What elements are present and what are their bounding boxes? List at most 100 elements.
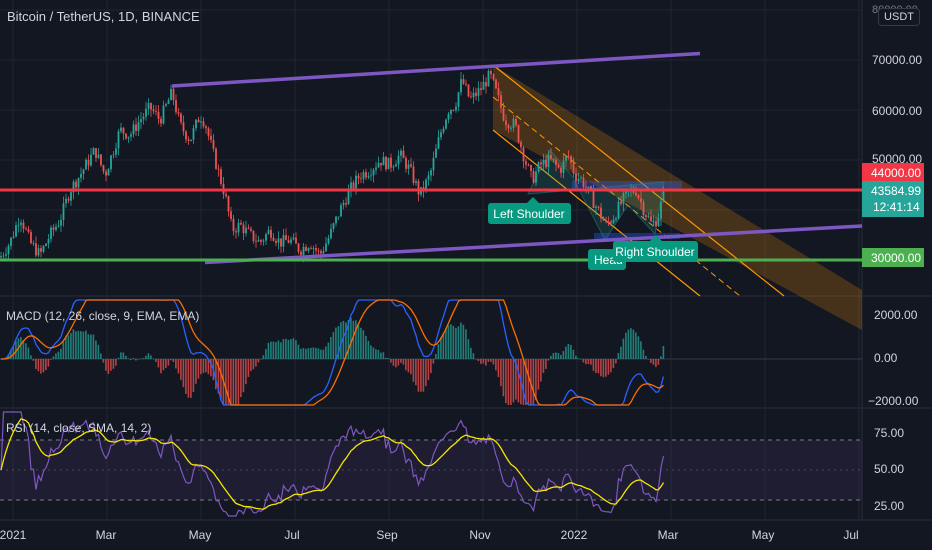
candle-body <box>302 246 305 256</box>
candle-body <box>2 255 5 257</box>
candle-body <box>330 228 332 239</box>
macd-bar <box>342 320 345 359</box>
macd-bar <box>482 359 485 364</box>
candle-body <box>470 96 472 98</box>
candle-body <box>105 171 107 176</box>
macd-bar <box>45 359 47 371</box>
macd-histogram <box>0 317 665 405</box>
candle-body <box>357 175 360 179</box>
macd-bar <box>372 347 375 359</box>
macd-bar <box>252 359 255 370</box>
channel-upper-line[interactable] <box>492 64 785 297</box>
macd-tick: 0.00 <box>874 351 898 365</box>
candle-body <box>640 198 642 203</box>
candle-body <box>127 136 130 139</box>
time-tick: Nov <box>469 528 490 542</box>
candle-body <box>620 201 622 204</box>
macd-bar <box>495 359 497 371</box>
macd-bar <box>75 331 77 359</box>
candle-body <box>377 162 380 168</box>
time-axis: 2021 Mar May Jul Sep Nov 2022 Mar May Ju… <box>0 528 859 542</box>
macd-bar <box>70 333 72 359</box>
symbol-title[interactable]: Bitcoin / TetherUS, 1D, BINANCE <box>7 9 200 24</box>
price-tick: 50000.00 <box>872 152 922 166</box>
candle-body <box>535 171 537 183</box>
macd-bar <box>10 349 12 359</box>
candle-body <box>162 105 165 124</box>
candle-body <box>210 135 212 140</box>
macd-bar <box>462 324 465 359</box>
lower-trendline[interactable] <box>204 224 863 265</box>
candle-body <box>255 240 257 242</box>
macd-bar <box>72 329 75 359</box>
macd-bar <box>50 359 52 360</box>
macd-bar <box>432 359 435 364</box>
candle-body <box>602 218 605 221</box>
macd-bar <box>570 344 572 359</box>
candle-body <box>5 253 7 256</box>
macd-bar <box>652 359 655 365</box>
candle-body <box>225 194 227 197</box>
macd-bar <box>472 353 475 359</box>
macd-bar <box>265 349 267 359</box>
candle-body <box>570 156 572 163</box>
candle-body <box>417 181 420 195</box>
candle-body <box>50 227 52 240</box>
candle-body <box>45 243 47 247</box>
macd-bar <box>650 359 652 363</box>
macd-bar <box>192 359 195 393</box>
macd-bar <box>62 341 65 359</box>
candle-body <box>337 216 340 218</box>
resistance-price-tag: 44000.00 <box>862 163 924 182</box>
macd-bar <box>67 335 70 359</box>
candle-body <box>277 238 280 243</box>
candle-body <box>40 248 42 252</box>
currency-badge[interactable]: USDT <box>878 8 920 26</box>
candle-body <box>550 155 552 159</box>
candle-body <box>532 171 535 183</box>
macd-bar <box>15 340 17 359</box>
candle-body <box>15 225 17 237</box>
candle-body <box>22 222 25 229</box>
macd-bar <box>32 359 35 361</box>
candle-body <box>195 119 197 129</box>
macd-bar <box>512 359 515 403</box>
macd-bar <box>262 355 265 359</box>
label-left-shoulder[interactable]: Left Shoulder <box>488 197 571 224</box>
macd-bar <box>662 346 665 359</box>
macd-bar <box>77 330 80 359</box>
price-pane[interactable] <box>0 0 862 295</box>
candle-body <box>275 240 277 243</box>
candle-body <box>462 79 465 84</box>
candle-body <box>520 142 522 148</box>
channel-lower-line[interactable] <box>492 129 701 297</box>
neckline-box[interactable] <box>572 181 682 189</box>
descending-channel[interactable] <box>493 65 862 330</box>
macd-pane[interactable] <box>0 297 862 407</box>
candle-body <box>542 159 545 165</box>
candle-body <box>192 128 195 140</box>
upper-trendline[interactable] <box>171 51 701 88</box>
candle-body <box>617 201 620 219</box>
candle-body <box>32 243 35 244</box>
candle-body <box>47 239 50 244</box>
macd-bar <box>365 335 367 359</box>
channel-mid-line[interactable] <box>492 96 741 297</box>
label-right-shoulder[interactable]: Right Shoulder <box>613 235 698 262</box>
macd-bar <box>395 359 397 368</box>
candle-body <box>317 250 320 252</box>
candle-body <box>70 192 72 201</box>
candle-body <box>477 88 480 96</box>
candle-body <box>345 203 347 205</box>
candle-body <box>155 111 157 112</box>
macd-bar <box>542 359 545 373</box>
macd-bar <box>145 355 147 359</box>
candle-body <box>132 124 135 135</box>
candle-body <box>410 164 412 167</box>
candle-body <box>515 119 517 126</box>
head-zone-box[interactable] <box>594 233 680 239</box>
candle-body <box>437 137 440 149</box>
macd-bar <box>647 359 650 360</box>
macd-bar <box>22 339 25 359</box>
